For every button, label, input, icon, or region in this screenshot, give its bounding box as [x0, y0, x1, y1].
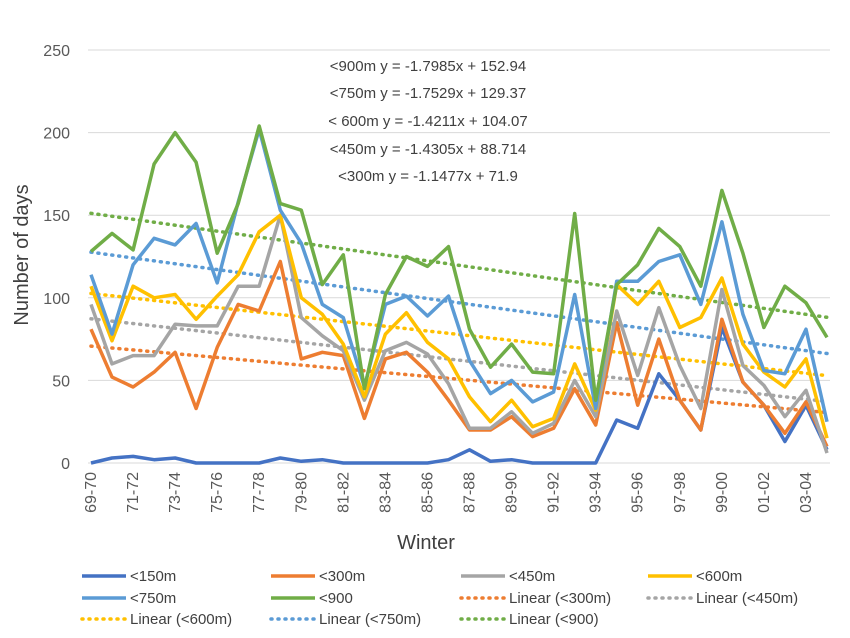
x-tick-label: 79-80 [293, 472, 310, 513]
x-tick-label: 99-00 [714, 472, 731, 513]
trend-equation: <750m y = -1.7529x + 129.37 [330, 85, 526, 102]
x-tick-label: 73-74 [167, 472, 184, 513]
y-tick-label: 50 [52, 373, 70, 390]
y-axis-title: Number of days [11, 184, 33, 325]
legend-label: Linear (<300m) [509, 590, 611, 607]
series-line-1 [89, 259, 829, 448]
x-tick-label: 75-76 [209, 472, 226, 513]
x-tick-label: 71-72 [125, 472, 142, 513]
legend-label: Linear (<450m) [696, 590, 798, 607]
trend-equation: <300m y = -1.1477x + 71.9 [338, 168, 518, 185]
trendline-10 [89, 211, 829, 320]
trend-equation: <900m y = -1.7985x + 152.94 [330, 58, 526, 75]
trend-equation: < 600m y = -1.4211x + 104.07 [328, 113, 527, 130]
x-tick-label: 93-94 [588, 472, 605, 513]
x-tick-label: 01-02 [756, 472, 773, 513]
x-tick-label: 97-98 [672, 472, 689, 513]
gridlines [88, 49, 830, 464]
data-lines [89, 124, 829, 465]
x-tick-label: 85-86 [419, 472, 436, 513]
x-axis: 69-70 71-72 73-74 75-76 77-78 79-80 81-82 83-84… [83, 472, 815, 513]
series-line-4 [89, 127, 829, 423]
legend-label: <150m [130, 568, 176, 585]
legend-label: Linear (<900) [509, 611, 599, 628]
legend-label: <750m [130, 590, 176, 607]
legend: <150m <300m <450m <600m <750m <900 Linear (<30… [80, 568, 798, 628]
x-tick-label: 69-70 [83, 472, 100, 513]
legend-label: Linear (<600m) [130, 611, 232, 628]
legend-label: <450m [509, 568, 555, 585]
trend-equations: <900m y = -1.7985x + 152.94 <750m y = -1.… [328, 58, 527, 185]
series-line-2 [89, 213, 829, 454]
x-tick-label: 87-88 [462, 472, 479, 513]
x-tick-label: 03-04 [798, 472, 815, 513]
y-tick-label: 250 [43, 43, 70, 60]
legend-label: Linear (<750m) [319, 611, 421, 628]
x-axis-title: Winter [397, 532, 455, 554]
y-tick-labels: 0 50 100 150 200 250 [43, 43, 70, 473]
series-line-5 [89, 124, 829, 402]
x-tick-label: 83-84 [377, 472, 394, 513]
y-tick-label: 0 [61, 456, 70, 473]
y-tick-label: 200 [43, 126, 70, 143]
y-tick-label: 100 [43, 291, 70, 308]
trendline-8 [89, 291, 829, 378]
x-tick-label: 95-96 [630, 472, 647, 513]
x-tick-label: 77-78 [251, 472, 268, 513]
legend-label: <300m [319, 568, 365, 585]
x-tick-label: 81-82 [335, 472, 352, 513]
y-tick-label: 150 [43, 208, 70, 225]
x-tick-label: 89-90 [504, 472, 521, 513]
legend-label: <600m [696, 568, 742, 585]
x-tick-label: 91-92 [546, 472, 563, 513]
series-line-3 [89, 213, 829, 439]
trendline-9 [89, 250, 829, 356]
legend-label: <900 [319, 590, 353, 607]
trend-equation: <450m y = -1.4305x + 88.714 [330, 141, 526, 158]
